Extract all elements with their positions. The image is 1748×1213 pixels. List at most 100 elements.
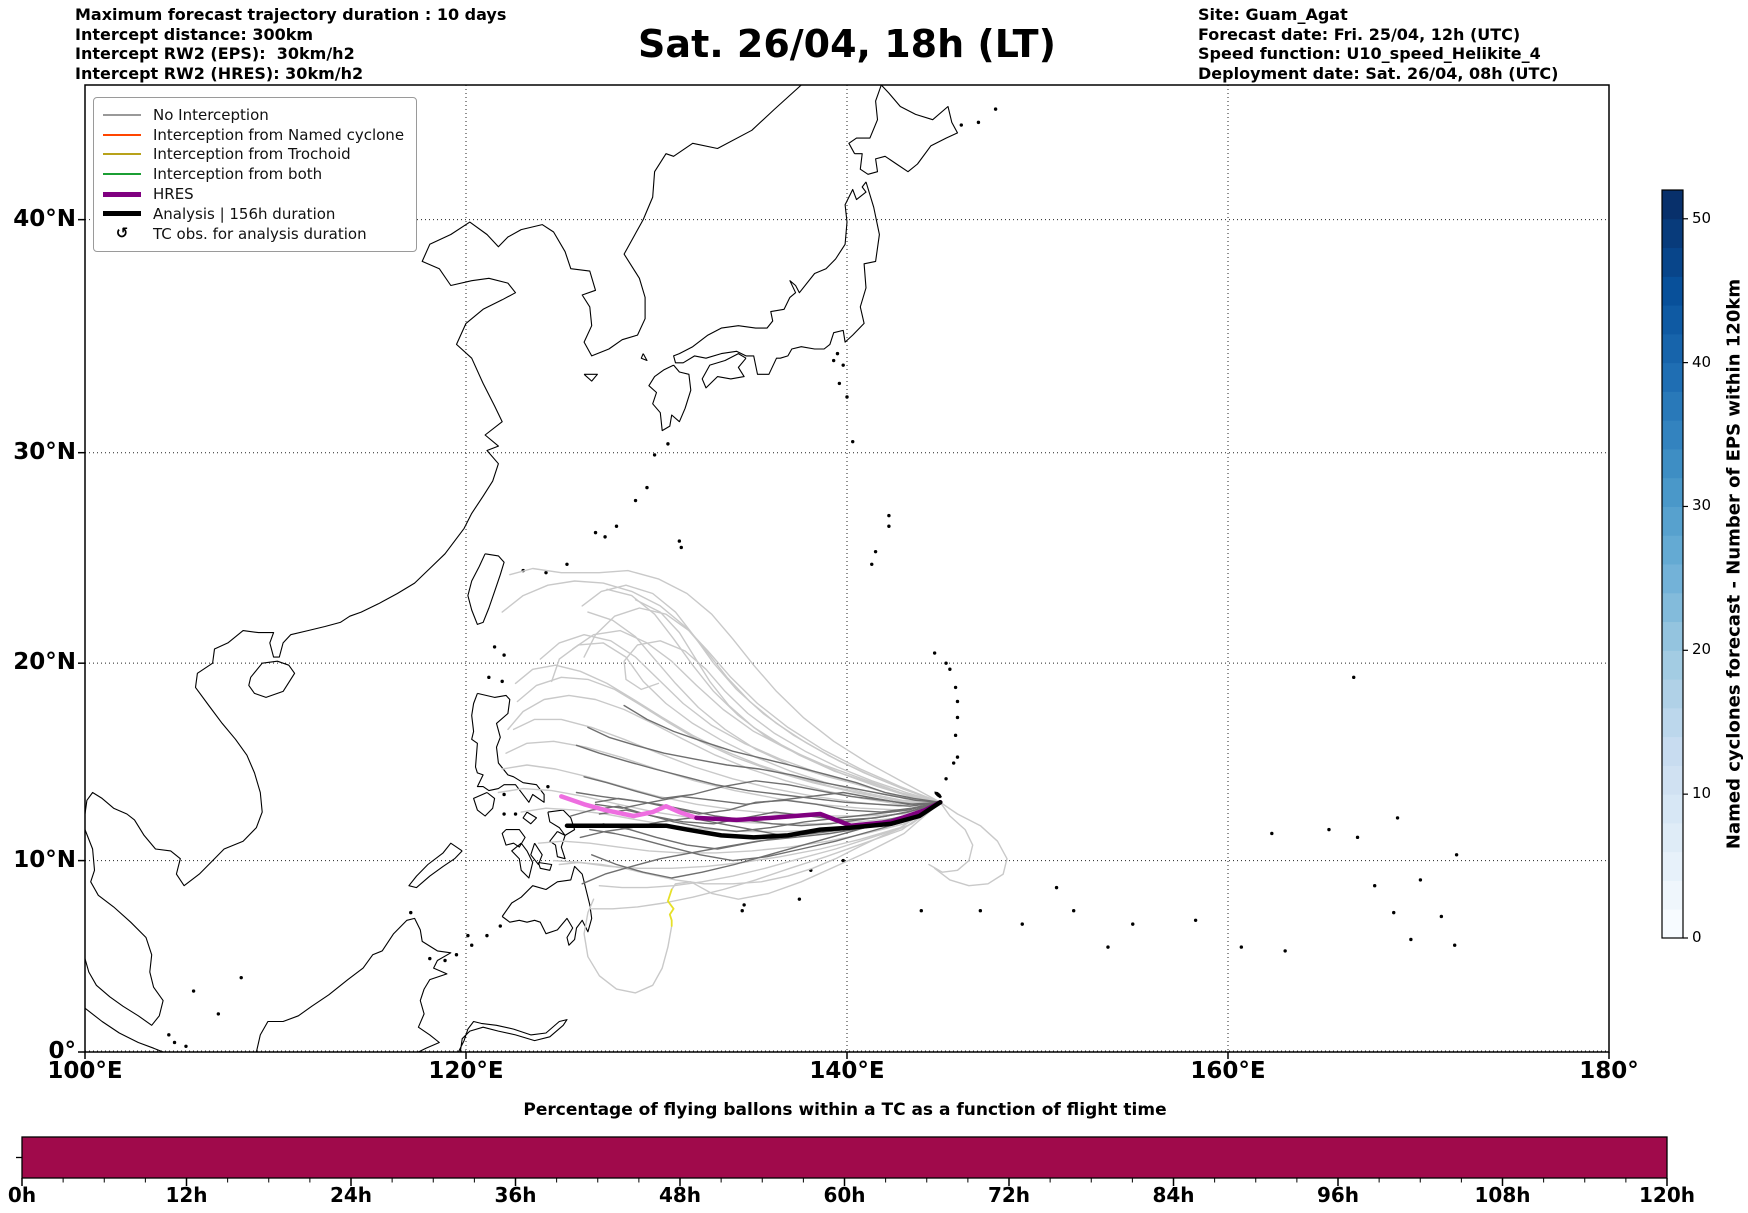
eps-member-track (623, 640, 941, 803)
map-area (85, 85, 1609, 1052)
bar-x-tick-label: 108h (1474, 1183, 1531, 1207)
eps-member-track (558, 801, 941, 885)
y-tick-label: 20°N (13, 649, 76, 676)
cyclone-obs-icon: ↺ (115, 224, 129, 243)
bar-x-tick-label: 84h (1152, 1183, 1195, 1207)
colorbar-axis-label: Named cyclones forecast - Number of EPS … (1723, 278, 1745, 850)
bar-chart-title: Percentage of flying ballons within a TC… (523, 1100, 1167, 1120)
legend-item-no-interception: No Interception (103, 105, 404, 125)
bar-x-tick-label: 36h (494, 1183, 537, 1207)
info-line: Intercept RW2 (EPS): 30km/h2 (75, 44, 355, 63)
purple-line-sample (103, 191, 141, 197)
eps-member-track (928, 801, 974, 873)
flight-time-bar-chart (16, 1136, 1668, 1186)
bar-x-tick-label: 24h (329, 1183, 373, 1207)
eps-member-track (589, 801, 941, 862)
eps-member-track (583, 898, 673, 994)
bar-x-tick-label: 48h (658, 1183, 702, 1207)
y-tick-label: 10°N (13, 846, 76, 873)
analysis-track (564, 800, 943, 840)
colorbar-tick-label: 30 (1692, 496, 1712, 515)
guam-island (934, 791, 942, 799)
info-line: Intercept RW2 (HRES): 30km/h2 (75, 63, 364, 83)
info-line: Deployment date: Sat. 26/04, 08h (UTC) (1198, 63, 1559, 83)
eps-member-track (572, 629, 941, 803)
legend-item-trochoid: Interception from Trochoid (103, 145, 404, 165)
eps-member-track (606, 588, 941, 803)
colorbar-tick-label: 0 (1692, 928, 1702, 946)
bar-x-tick-label: 0h (7, 1183, 37, 1207)
colorbar-tick-label: 10 (1692, 784, 1712, 803)
eps-member-track (671, 801, 941, 900)
legend-label: Analysis | 156h duration (153, 204, 336, 223)
percent-in-tc-bar (21, 1136, 1668, 1179)
x-tick-label: 100°E (47, 1058, 123, 1084)
y-tick-label: 40°N (13, 205, 76, 232)
eps-member-track (512, 718, 941, 807)
eps-member-track (623, 704, 941, 803)
eps-member-track (634, 599, 941, 803)
eps-member-track (575, 744, 941, 807)
x-tick-label: 140°E (809, 1058, 885, 1084)
eps-member-track (551, 642, 941, 803)
black-line-sample (103, 211, 141, 217)
legend: No Interception Interception from Named … (93, 97, 418, 252)
legend-label: Interception from both (153, 165, 323, 184)
colorbar-tick-label: 40 (1692, 352, 1712, 371)
legend-item-hres: HRES (103, 184, 404, 204)
hres-track (559, 794, 699, 821)
y-tick-label: 30°N (13, 438, 76, 465)
bar-x-tick-label: 120h (1639, 1183, 1695, 1207)
bar-x-tick-label: 60h (823, 1183, 866, 1207)
eps-member-track (667, 888, 675, 927)
bar-x-tick-label: 96h (1316, 1183, 1360, 1207)
hres-track (694, 800, 943, 828)
legend-label: Interception from Trochoid (153, 145, 351, 164)
orange-line-sample (103, 133, 141, 136)
info-line: Intercept distance: 300km (75, 24, 314, 44)
eps-member-track (575, 791, 941, 827)
legend-item-named-cyclone: Interception from Named cyclone (103, 125, 404, 145)
legend-label: No Interception (153, 105, 269, 124)
eps-member-track (501, 580, 941, 803)
colorbar-tick-label: 20 (1692, 640, 1712, 659)
bar-x-tick-label: 12h (165, 1183, 208, 1207)
info-line: Speed function: U10_speed_Helikite_4 (1198, 44, 1541, 63)
colorbar-tick-label: 50 (1692, 208, 1712, 227)
legend-item-analysis: Analysis | 156h duration (103, 204, 404, 224)
eps-member-track (570, 801, 941, 833)
olive-line-sample (103, 153, 141, 156)
legend-label: Interception from Named cyclone (153, 125, 405, 144)
eps-member-track (933, 801, 1008, 887)
legend-label: HRES (153, 185, 194, 204)
colorbar (1661, 189, 1688, 939)
gray-line-sample (103, 113, 141, 116)
coastlines (85, 85, 1459, 1052)
x-tick-label: 160°E (1190, 1058, 1266, 1084)
x-tick-label: 180° (1579, 1058, 1639, 1084)
x-tick-label: 120°E (428, 1058, 504, 1084)
legend-item-both: Interception from both (103, 164, 404, 184)
run-parameters-block: Maximum forecast trajectory duration : 1… (75, 5, 506, 83)
eps-member-track (594, 791, 941, 809)
info-line: Maximum forecast trajectory duration : 1… (75, 5, 507, 24)
legend-label: TC obs. for analysis duration (153, 224, 367, 243)
eps-member-track (552, 801, 941, 869)
figure-title: Sat. 26/04, 18h (LT) (638, 22, 1056, 66)
legend-item-tc-obs: ↺ TC obs. for analysis duration (103, 224, 404, 244)
bar-x-tick-label: 72h (987, 1183, 1031, 1207)
eps-member-track (583, 607, 941, 803)
eps-member-track (516, 676, 941, 803)
green-line-sample (103, 173, 141, 176)
eps-member-track (505, 740, 941, 811)
eps-member-track (598, 801, 941, 889)
eps-member-track (537, 801, 941, 854)
eps-member-track (509, 567, 941, 803)
info-line: Site: Guam_Agat (1198, 5, 1348, 24)
site-forecast-block: Site: Guam_Agat Forecast date: Fri. 25/04… (1198, 5, 1558, 83)
eps-member-track (587, 726, 941, 803)
eps-member-track (539, 634, 941, 803)
eps-member-track (514, 664, 941, 803)
